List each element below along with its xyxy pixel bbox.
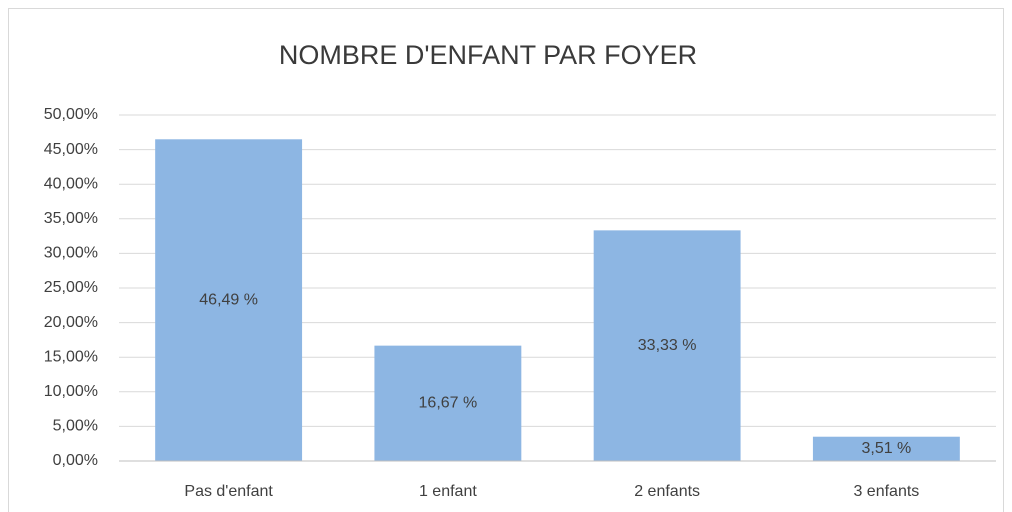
y-tick-label: 50,00% [44,106,98,123]
y-tick-label: 0,00% [53,452,98,469]
bar [374,345,522,461]
bar [812,436,960,461]
y-tick-label: 30,00% [44,245,98,262]
data-label: 16,67 % [419,395,478,412]
bar [155,139,303,462]
x-tick-label: 3 enfants [853,483,919,500]
chart-title: NOMBRE D'ENFANT PAR FOYER [279,40,697,70]
y-tick-label: 45,00% [44,141,98,158]
data-label: 33,33 % [638,337,697,354]
y-tick-label: 20,00% [44,314,98,331]
x-tick-label: Pas d'enfant [184,483,273,500]
data-label: 3,51 % [861,440,911,457]
x-tick-label: 2 enfants [634,483,700,500]
y-tick-label: 5,00% [53,418,98,435]
bar [593,230,741,461]
data-label: 46,49 % [199,291,258,308]
y-tick-label: 15,00% [44,348,98,365]
y-tick-label: 25,00% [44,279,98,296]
x-tick-label: 1 enfant [419,483,477,500]
y-tick-label: 40,00% [44,175,98,192]
y-tick-label: 10,00% [44,383,98,400]
y-tick-label: 35,00% [44,210,98,227]
